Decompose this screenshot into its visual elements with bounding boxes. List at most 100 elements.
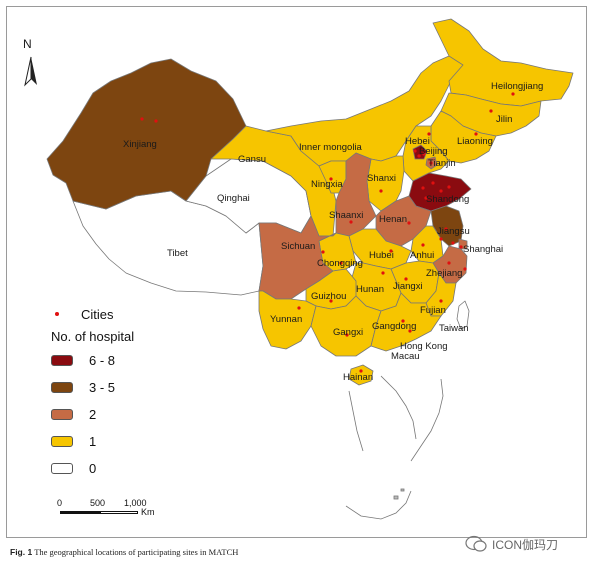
label-beijing: Beijing <box>419 146 448 157</box>
city-dot <box>349 220 353 224</box>
label-shandong: Shandong <box>426 194 469 205</box>
region-guangdong <box>370 292 442 352</box>
legend-swatch <box>51 462 73 474</box>
legend-item: 0 <box>51 460 96 476</box>
label-ningxia: Ningxia <box>311 179 343 190</box>
label-heilongjiang: Heilongjiang <box>491 81 543 92</box>
label-chongqing: Chongqing <box>317 258 363 269</box>
city-dot <box>321 250 325 254</box>
city-dot <box>329 299 333 303</box>
watermark-text: ICON伽玛刀 <box>492 537 559 552</box>
city-dot-icon <box>55 312 59 316</box>
legend-item: 1 <box>51 433 96 449</box>
label-hebei: Hebei <box>405 136 430 147</box>
legend-swatch <box>51 354 73 366</box>
city-dot <box>379 189 383 193</box>
label-jiangxi: Jiangxi <box>393 281 423 292</box>
city-dot <box>140 117 144 121</box>
label-qinghai: Qinghai <box>217 193 250 204</box>
label-guizhou: Guizhou <box>311 291 346 302</box>
city-dot <box>447 261 451 265</box>
city-dot <box>329 177 333 181</box>
city-dot <box>421 186 425 190</box>
city-dot <box>359 369 363 373</box>
city-dot <box>339 261 343 265</box>
label-guangdong: Gangdong <box>372 321 416 332</box>
scale-bar: 0 500 1,000 Km <box>57 498 177 528</box>
region-taiwan <box>456 300 470 330</box>
label-inner-mongolia: Inner mongolia <box>299 142 363 153</box>
label-liaoning: Liaoning <box>457 136 493 147</box>
city-dot <box>427 132 431 136</box>
legend-item-label: 6 - 8 <box>89 352 116 368</box>
label-hong-kong: Hong Kong <box>400 341 448 352</box>
region-hainan <box>348 364 374 386</box>
legend-item: 6 - 8 <box>51 352 115 368</box>
label-sichuan: Sichuan <box>281 241 315 252</box>
legend-title: No. of hospital <box>51 329 135 344</box>
city-dot <box>444 227 448 231</box>
city-dot <box>439 299 443 303</box>
city-dot <box>447 185 451 189</box>
city-dot <box>474 132 478 136</box>
legend-swatch <box>51 381 73 393</box>
city-dot <box>439 237 443 241</box>
label-hainan: Hainan <box>343 372 373 383</box>
figure-caption: Fig. 1 The geographical locations of par… <box>10 547 238 557</box>
label-henan: Henan <box>379 214 407 225</box>
city-dot <box>345 333 349 337</box>
legend-item-label: 1 <box>89 433 97 449</box>
region-labels: Xinjiang Tibet Qinghai Gansu Inner mongo… <box>123 81 543 383</box>
wechat-icon <box>465 535 487 552</box>
legend-item-label: 2 <box>89 406 97 422</box>
north-arrow-icon: N <box>23 37 37 87</box>
north-label: N <box>23 37 32 51</box>
scale-tick-1000: 1,000 <box>124 498 147 508</box>
city-dot <box>154 119 158 123</box>
city-dot <box>389 249 393 253</box>
label-shanxi: Shanxi <box>367 173 396 184</box>
city-dot <box>459 245 463 249</box>
label-guangxi: Gangxi <box>333 327 363 338</box>
scale-unit: Km <box>141 507 155 517</box>
china-map: N <box>23 18 574 520</box>
city-dot <box>424 196 428 200</box>
city-dot <box>404 277 408 281</box>
legend-item: 3 - 5 <box>51 379 115 395</box>
label-gansu: Gansu <box>238 154 266 165</box>
scale-bar-light <box>100 511 138 514</box>
city-dot <box>429 161 433 165</box>
city-dot <box>422 152 426 156</box>
south-china-sea-islands <box>345 375 444 520</box>
scale-tick-0: 0 <box>57 498 63 508</box>
city-dot <box>401 319 405 323</box>
label-jilin: Jilin <box>496 114 512 125</box>
city-markers <box>140 92 515 373</box>
label-hunan: Hunan <box>356 284 384 295</box>
caption-text: The geographical locations of participat… <box>34 547 239 557</box>
watermark: ICON伽玛刀 <box>465 535 558 553</box>
legend-swatch <box>51 408 73 420</box>
label-tianjin: Tianjin <box>428 158 456 169</box>
city-dot <box>407 221 411 225</box>
legend-item-label: 0 <box>89 460 97 476</box>
legend-cities-label: Cities <box>81 306 114 322</box>
label-anhui: Anhui <box>410 250 434 261</box>
label-tibet: Tibet <box>167 248 188 259</box>
caption-fig-label: Fig. 1 <box>10 547 33 557</box>
city-dot <box>511 92 515 96</box>
city-dot <box>381 271 385 275</box>
label-taiwan: Taiwan <box>439 323 469 334</box>
city-dot <box>489 109 493 113</box>
city-dot <box>463 267 467 271</box>
city-dot <box>297 306 301 310</box>
label-fujian: Fujian <box>420 305 446 316</box>
label-macau: Macau <box>391 351 420 362</box>
city-dot <box>413 149 417 153</box>
scale-tick-500: 500 <box>90 498 106 508</box>
label-zhejiang: Zhejiang <box>426 268 462 279</box>
legend-item-label: 3 - 5 <box>89 379 116 395</box>
legend-item: 2 <box>51 406 96 422</box>
map-frame: N <box>6 6 587 538</box>
city-dot <box>408 329 412 333</box>
